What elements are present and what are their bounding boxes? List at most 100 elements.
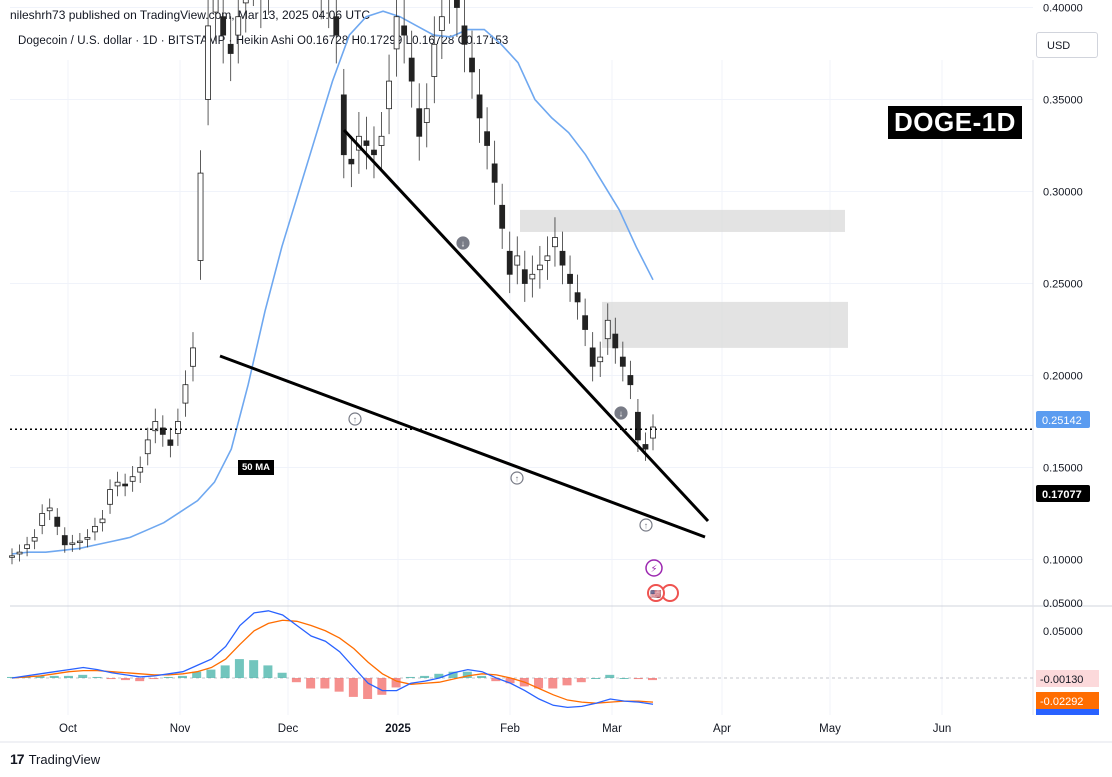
macd-histogram-bar — [505, 678, 515, 684]
time-tick-label: Oct — [59, 723, 78, 735]
price-axis: 0.600000.550000.500000.450000.400000.350… — [1036, 3, 1090, 610]
tradingview-logo-icon: 17 — [10, 751, 25, 767]
macd-histogram-bar — [291, 678, 301, 683]
buy-signal-icon — [510, 471, 524, 485]
candle — [378, 135, 385, 146]
macd-histogram-bar — [377, 678, 387, 695]
signal-glyph: ↓ — [619, 409, 624, 419]
macd-histogram-bar — [306, 678, 316, 689]
ma-value-label: 0.25142 — [1042, 415, 1082, 427]
macd-histogram-bar — [49, 675, 59, 678]
macd-histogram-bar — [391, 678, 401, 688]
candle — [597, 356, 604, 363]
macd-histogram-bar — [477, 675, 487, 678]
trendlines — [10, 128, 1033, 539]
candle — [167, 439, 174, 446]
macd-histogram-bar — [35, 675, 45, 678]
price-tick-label: 0.30000 — [1043, 187, 1083, 199]
resistance-zones — [520, 209, 848, 348]
candle — [567, 273, 573, 284]
candle — [129, 476, 136, 482]
candle — [650, 426, 656, 439]
macd-histogram-bar — [648, 678, 657, 681]
candle — [242, 0, 249, 4]
current-price-badge — [1036, 485, 1090, 502]
symbol-badge: DOGE-1D — [888, 106, 1022, 139]
macd-histogram-bar — [277, 672, 287, 678]
event-glyph: 🇺🇸 — [650, 589, 661, 599]
macd-pane: 0.05000 -0.00130 -0.02292 — [7, 610, 1099, 715]
footer-brand[interactable]: 17 TradingView — [10, 751, 100, 767]
macd-histogram-bar — [106, 678, 116, 680]
candle — [39, 513, 46, 526]
candle — [559, 250, 566, 266]
candle — [514, 255, 521, 266]
ma-50-line — [11, 10, 654, 555]
macd-histogram-bar — [363, 678, 373, 699]
candle — [152, 421, 159, 432]
price-tick-label: 0.15000 — [1043, 463, 1083, 475]
ma-label: 50 MA — [238, 460, 274, 475]
ma-value-badge — [1036, 411, 1090, 428]
macd-signal-line — [11, 619, 654, 704]
current-price-label: 0.17077 — [1042, 489, 1082, 501]
macd-histogram-bar — [633, 678, 643, 680]
chart-grid — [10, 7, 1112, 715]
candle — [9, 555, 15, 558]
ma-50-polyline — [11, 10, 654, 555]
macd-tick-label: 0.05000 — [1043, 626, 1083, 638]
candle — [544, 255, 551, 261]
macd-signal-label: -0.02292 — [1040, 696, 1083, 708]
buy-signal-icon — [348, 412, 362, 426]
candle — [235, 16, 242, 36]
time-tick-label: 2025 — [385, 723, 411, 735]
time-tick-label: Feb — [500, 723, 520, 735]
candle — [401, 25, 408, 36]
candle — [536, 264, 543, 271]
signal-glyph: ↑ — [644, 521, 649, 531]
time-axis: Oct Nov Dec 2025 Feb Mar Apr May Jun — [0, 723, 1112, 743]
price-tick-label: 0.05000 — [1043, 598, 1083, 610]
sell-signal-icon — [614, 406, 628, 420]
macd-hist-badge — [1036, 670, 1099, 687]
macd-histogram-bar — [7, 676, 16, 678]
upper-trendline — [342, 128, 710, 523]
candle — [627, 375, 634, 386]
candle — [76, 540, 83, 543]
candle — [54, 516, 61, 527]
sell-signal-icon — [456, 236, 470, 250]
macd-histogram-bar — [462, 671, 472, 678]
candle — [144, 439, 151, 455]
resistance-zone — [602, 301, 848, 348]
macd-histogram-bar — [434, 673, 444, 678]
candle — [31, 537, 38, 542]
macd-histogram-bar — [249, 660, 259, 678]
currency-button[interactable]: USD — [1036, 32, 1098, 58]
candle — [499, 204, 506, 229]
candle — [454, 0, 460, 8]
candle — [16, 551, 23, 555]
macd-histogram-bar — [548, 678, 558, 689]
signal-markers: ↓ ↓ ↑ ↑ ↑ ⚡ 🇺🇸 — [348, 236, 679, 602]
candle — [220, 16, 227, 36]
candle — [92, 525, 98, 533]
candle — [469, 57, 475, 73]
candle — [84, 537, 91, 540]
price-tick-label: 0.10000 — [1043, 555, 1083, 567]
candle — [197, 172, 204, 261]
candle — [122, 483, 129, 487]
candle — [484, 131, 490, 146]
macd-histogram-bar — [348, 678, 358, 697]
macd-histogram-bar — [263, 665, 273, 678]
symbol-legend: Dogecoin / U.S. dollar · 1D · BITSTAMP ·… — [18, 35, 509, 47]
time-tick-label: Apr — [713, 723, 731, 735]
candle — [61, 535, 68, 546]
signal-glyph: ↑ — [515, 474, 520, 484]
price-tick-label: 0.25000 — [1043, 279, 1083, 291]
candle — [371, 149, 377, 156]
candle — [340, 94, 347, 156]
candle — [506, 250, 513, 275]
candle — [642, 444, 649, 450]
candle — [619, 356, 626, 367]
